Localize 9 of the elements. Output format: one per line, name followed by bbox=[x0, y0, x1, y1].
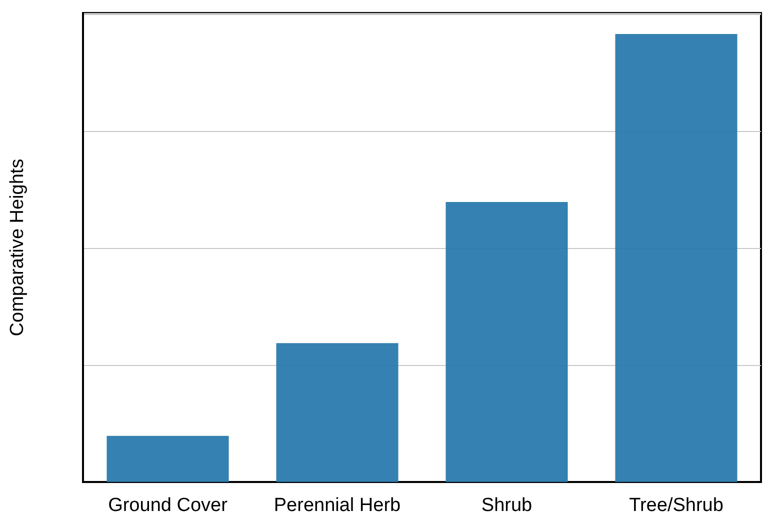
x-tick-label: Ground Cover bbox=[108, 495, 228, 516]
x-tick-label: Perennial Herb bbox=[274, 495, 401, 516]
y-axis-title: Comparative Heights bbox=[7, 158, 28, 336]
x-tick-label: Tree/Shrub bbox=[629, 495, 724, 516]
bar bbox=[615, 34, 738, 482]
bar bbox=[106, 436, 229, 482]
bar bbox=[446, 202, 568, 482]
bar bbox=[276, 343, 398, 482]
x-tick-label: Shrub bbox=[481, 495, 532, 516]
